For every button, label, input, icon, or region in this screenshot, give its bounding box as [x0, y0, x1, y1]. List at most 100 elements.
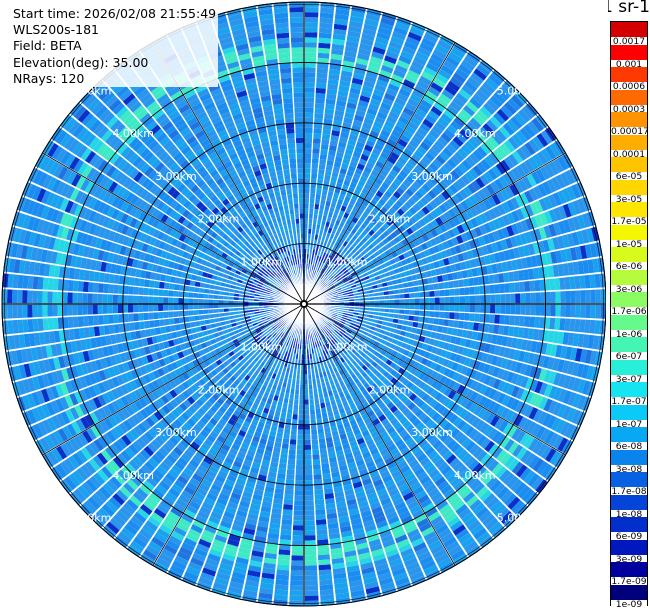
range-gate	[388, 207, 397, 215]
range-gate	[488, 73, 502, 87]
range-gate	[565, 248, 573, 262]
range-gate	[535, 168, 546, 183]
range-gate	[309, 203, 315, 209]
range-gate	[384, 304, 390, 309]
range-gate	[435, 154, 446, 165]
range-gate	[283, 499, 294, 505]
range-gate	[463, 186, 473, 197]
range-gate	[461, 211, 470, 222]
range-gate	[409, 268, 416, 275]
range-gate	[532, 267, 540, 280]
range-gate	[473, 68, 487, 81]
range-gate	[313, 208, 319, 215]
range-gate	[419, 310, 425, 317]
range-gate	[336, 255, 342, 261]
range-gate	[501, 227, 510, 238]
range-gate	[521, 106, 535, 120]
range-gate	[304, 142, 312, 149]
range-gate	[310, 188, 316, 194]
range-gate	[409, 298, 415, 304]
range-gate	[537, 267, 545, 279]
range-gate	[413, 238, 421, 247]
range-gate	[409, 93, 422, 104]
range-gate	[325, 279, 331, 284]
range-gate	[502, 173, 513, 186]
range-gate	[304, 409, 310, 415]
range-gate	[413, 315, 420, 322]
range-gate	[328, 145, 337, 152]
range-gate	[452, 96, 465, 108]
range-gate	[319, 158, 327, 165]
range-gate	[392, 284, 399, 290]
range-gate	[366, 250, 374, 257]
range-gate	[322, 473, 331, 480]
range-gate	[366, 269, 373, 276]
range-gate	[435, 252, 443, 260]
range-gate	[329, 256, 334, 262]
range-gate	[362, 28, 377, 37]
range-gate	[415, 273, 423, 280]
range-gate	[479, 224, 487, 235]
range-gate	[321, 269, 326, 275]
range-gate	[318, 47, 330, 54]
range-gate	[398, 115, 410, 125]
range-gate	[402, 179, 412, 188]
range-gate	[452, 226, 461, 236]
range-gate	[313, 128, 322, 134]
range-gate	[443, 211, 452, 221]
range-gate	[500, 294, 506, 304]
range-gate	[497, 204, 506, 216]
range-gate	[363, 23, 378, 32]
range-gate	[345, 249, 351, 256]
range-gate	[346, 286, 352, 290]
range-gate	[557, 190, 567, 204]
range-gate	[495, 294, 501, 304]
range-gate	[581, 213, 591, 228]
range-gate	[328, 283, 334, 288]
range-gate	[357, 180, 366, 188]
range-gate	[390, 36, 405, 46]
range-gate	[530, 304, 536, 316]
range-gate	[304, 92, 315, 98]
range-gate	[331, 245, 337, 252]
range-gate	[500, 143, 512, 156]
range-gate	[505, 237, 513, 249]
range-gate	[367, 190, 375, 199]
range-gate	[437, 136, 449, 147]
range-gate	[415, 163, 425, 173]
range-gate	[418, 316, 425, 323]
range-gate	[514, 315, 521, 326]
range-gate	[368, 293, 375, 297]
range-gate	[391, 279, 398, 285]
range-gate	[443, 60, 457, 72]
range-gate	[383, 177, 393, 186]
range-gate	[369, 304, 375, 308]
range-gate	[514, 234, 523, 246]
range-gate	[304, 248, 307, 254]
range-gate	[309, 208, 314, 214]
range-gate	[292, 540, 304, 546]
range-gate	[304, 585, 319, 591]
range-gate	[495, 162, 507, 175]
range-gate	[449, 312, 455, 320]
range-gate	[422, 215, 431, 225]
range-gate	[487, 232, 496, 243]
range-gate	[371, 240, 379, 247]
range-gate	[318, 261, 323, 268]
range-gate	[384, 120, 395, 129]
range-gate	[471, 180, 481, 192]
range-gate	[321, 133, 331, 140]
range-gate	[430, 82, 444, 93]
range-gate	[373, 88, 385, 97]
range-gate	[566, 233, 575, 247]
range-gate	[540, 130, 553, 145]
range-gate	[372, 182, 381, 190]
range-gate	[335, 105, 346, 112]
range-gate	[533, 185, 543, 199]
range-gate	[448, 319, 455, 328]
range-gate	[332, 125, 342, 132]
range-gate	[421, 206, 430, 215]
range-gate	[420, 271, 427, 279]
range-gate	[381, 181, 390, 190]
range-gate	[405, 125, 416, 135]
